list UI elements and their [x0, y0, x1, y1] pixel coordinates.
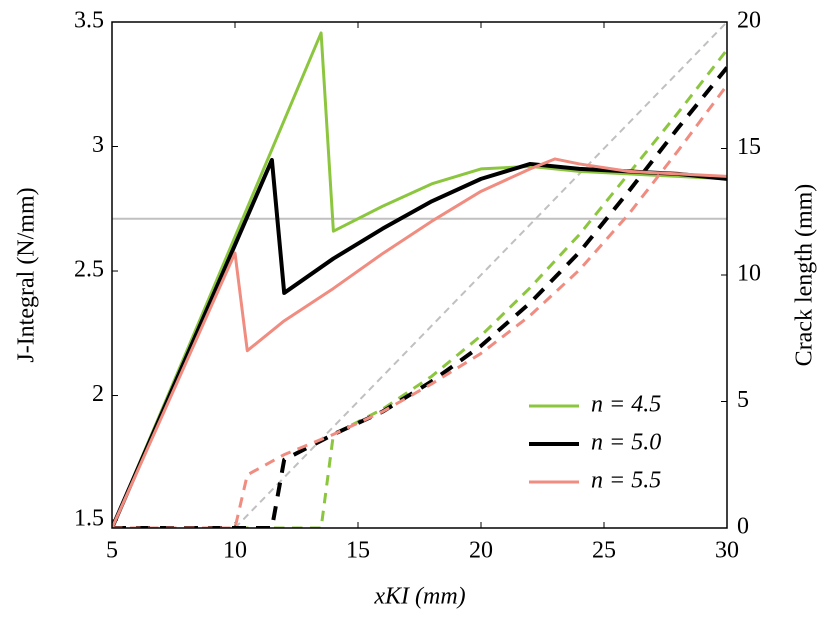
- plot-frame: [111, 21, 728, 529]
- series-line: [234, 22, 727, 528]
- series-line: [112, 31, 727, 528]
- y2-tick-label: 20: [737, 8, 761, 34]
- x-tick-label: 25: [592, 538, 616, 564]
- legend-label: n = 5.5: [591, 468, 661, 494]
- legend-label: n = 5.0: [591, 430, 661, 456]
- x-axis-label: xKI (mm): [373, 584, 465, 610]
- x-tick-label: 10: [223, 538, 247, 564]
- y-axis-label: J-Integral (N/mm): [14, 187, 40, 362]
- legend-label: n = 4.5: [591, 392, 661, 418]
- y-tick-label: 3.5: [74, 8, 104, 34]
- y-tick-label: 2.5: [74, 257, 104, 283]
- x-tick-label: 20: [469, 538, 493, 564]
- series-line: [112, 66, 727, 528]
- y2-tick-label: 15: [737, 134, 761, 160]
- plot: [112, 22, 727, 528]
- x-tick-label: 5: [106, 538, 118, 564]
- x-tick-label: 15: [346, 538, 370, 564]
- y-tick-label: 2: [92, 381, 104, 407]
- y2-axis-label: Crack length (mm): [792, 184, 818, 367]
- y2-tick-label: 5: [737, 387, 749, 413]
- y-tick-label: 3: [92, 132, 104, 158]
- series-line: [112, 84, 727, 528]
- series-line: [112, 157, 727, 528]
- x-tick-label: 30: [715, 538, 739, 564]
- y2-tick-label: 0: [737, 514, 749, 540]
- series-line: [112, 48, 727, 528]
- y-tick-label: 1.5: [74, 506, 104, 532]
- y2-tick-label: 10: [737, 261, 761, 287]
